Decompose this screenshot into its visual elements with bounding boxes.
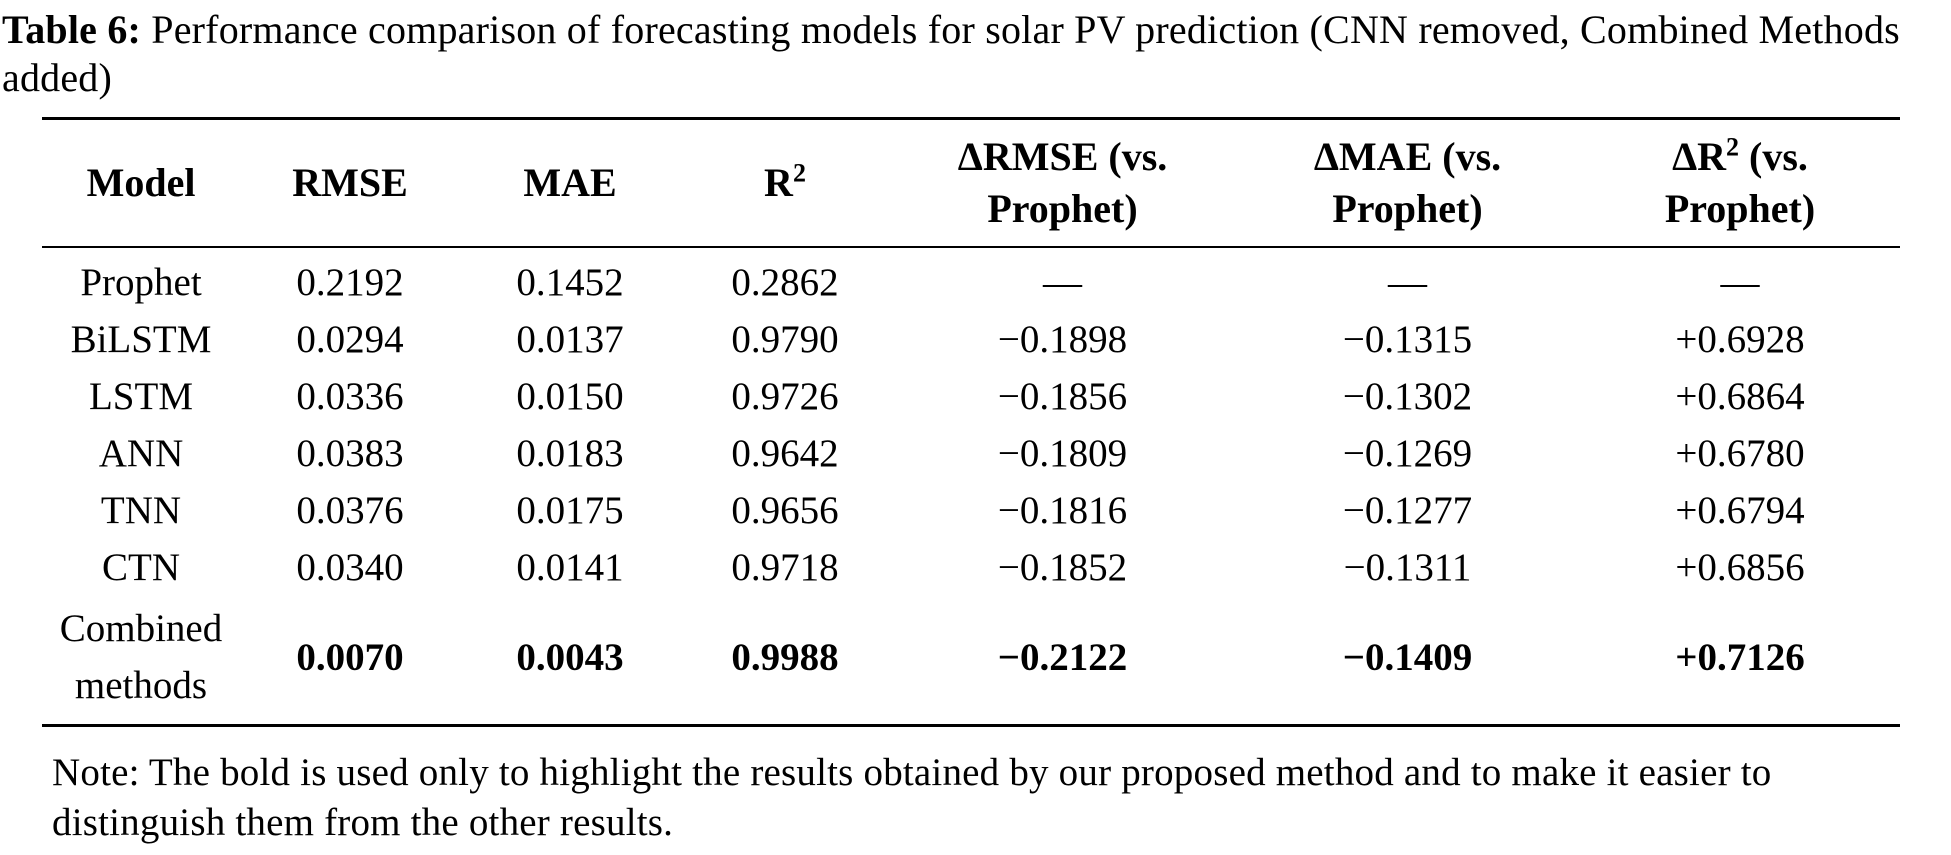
value-cell: +0.6856	[1675, 546, 1805, 589]
value-cell: 0.0150	[516, 375, 624, 418]
value-cell: 0.0340	[296, 546, 404, 589]
value-cell: 0.0376	[296, 489, 404, 532]
caption-label: Table 6:	[2, 7, 142, 52]
value-cell: 0.9642	[731, 432, 839, 475]
value-cell: −0.1277	[1342, 489, 1473, 532]
table-row: LSTM 0.0336 0.0150 0.9726 −0.1856 −0.1302 +0.6…	[42, 368, 1900, 425]
value-cell: 0.0070	[296, 635, 404, 679]
value-cell: −0.1809	[997, 432, 1128, 475]
value-cell: 0.0141	[516, 546, 624, 589]
table-caption: Table 6: Performance comparison of forec…	[0, 0, 1951, 102]
table-row: CTN 0.0340 0.0141 0.9718 −0.1852 −0.1311 +0.68…	[42, 539, 1900, 596]
value-cell: 0.2862	[731, 261, 839, 304]
value-cell: −0.1302	[1342, 375, 1473, 418]
model-cell: TNN	[100, 489, 182, 532]
column-header-r2: R2	[764, 158, 806, 205]
model-cell: CTN	[102, 546, 180, 589]
value-cell: −0.1269	[1342, 432, 1473, 475]
column-header-delta-rmse: ΔRMSE (vs. Prophet)	[957, 134, 1168, 231]
column-header-delta-mae: ΔMAE (vs. Prophet)	[1313, 134, 1502, 231]
value-cell: 0.0175	[516, 489, 624, 532]
performance-table: Model RMSE MAE R2 ΔRMSE (vs. Prophet) ΔMAE (v…	[42, 117, 1900, 727]
table-body: Prophet 0.2192 0.1452 0.2862 — — — BiLSTM 0.0294…	[42, 247, 1900, 726]
table-row: Combined methods 0.0070 0.0043 0.9988 −0.212…	[42, 596, 1900, 726]
value-cell: —	[1043, 261, 1082, 304]
model-cell: Combined methods	[59, 607, 223, 707]
value-cell: 0.9656	[731, 489, 839, 532]
value-cell: +0.6928	[1675, 318, 1805, 361]
table-row: Prophet 0.2192 0.1452 0.2862 — — —	[42, 247, 1900, 311]
model-cell: LSTM	[88, 375, 193, 418]
column-header-model: Model	[86, 160, 196, 205]
value-cell: 0.9726	[731, 375, 839, 418]
value-cell: −0.1816	[997, 489, 1128, 532]
value-cell: 0.0383	[296, 432, 404, 475]
value-cell: +0.6780	[1675, 432, 1805, 475]
value-cell: —	[1388, 261, 1427, 304]
value-cell: +0.6864	[1675, 375, 1805, 418]
value-cell: 0.0294	[296, 318, 404, 361]
table-note: Note: The bold is used only to highlight…	[52, 751, 1772, 844]
value-cell: −0.1898	[997, 318, 1128, 361]
value-cell: −0.1856	[997, 375, 1128, 418]
model-cell: ANN	[98, 432, 184, 475]
value-cell: 0.9790	[731, 318, 839, 361]
value-cell: −0.1409	[1342, 635, 1473, 679]
caption-text-line2: added)	[2, 55, 113, 100]
value-cell: 0.0043	[516, 635, 624, 679]
value-cell: −0.1311	[1343, 546, 1472, 589]
value-cell: 0.0336	[296, 375, 404, 418]
column-header-delta-r2: ΔR2 (vs. Prophet)	[1664, 132, 1816, 231]
table-row: ANN 0.0383 0.0183 0.9642 −0.1809 −0.1269 +0.67…	[42, 425, 1900, 482]
table-row: TNN 0.0376 0.0175 0.9656 −0.1816 −0.1277 +0.67…	[42, 482, 1900, 539]
model-cell: BiLSTM	[70, 318, 212, 361]
value-cell: +0.7126	[1675, 635, 1805, 679]
value-cell: —	[1720, 261, 1760, 304]
model-cell: Prophet	[80, 261, 202, 304]
value-cell: −0.1852	[997, 546, 1128, 589]
value-cell: −0.2122	[997, 635, 1128, 679]
table-header-row: Model RMSE MAE R2 ΔRMSE (vs. Prophet) ΔMAE (v…	[42, 119, 1900, 247]
column-header-rmse: RMSE	[292, 160, 408, 205]
value-cell: 0.0137	[516, 318, 624, 361]
value-cell: 0.2192	[296, 261, 404, 304]
value-cell: 0.9718	[731, 546, 839, 589]
value-cell: 0.9988	[731, 635, 839, 679]
caption-text-line1: Performance comparison of forecasting mo…	[151, 7, 1900, 52]
value-cell: +0.6794	[1675, 489, 1805, 532]
value-cell: 0.0183	[516, 432, 624, 475]
value-cell: 0.1452	[516, 261, 624, 304]
table-row: BiLSTM 0.0294 0.0137 0.9790 −0.1898 −0.1315 +0…	[42, 311, 1900, 368]
column-header-mae: MAE	[523, 160, 617, 205]
value-cell: −0.1315	[1342, 318, 1473, 361]
